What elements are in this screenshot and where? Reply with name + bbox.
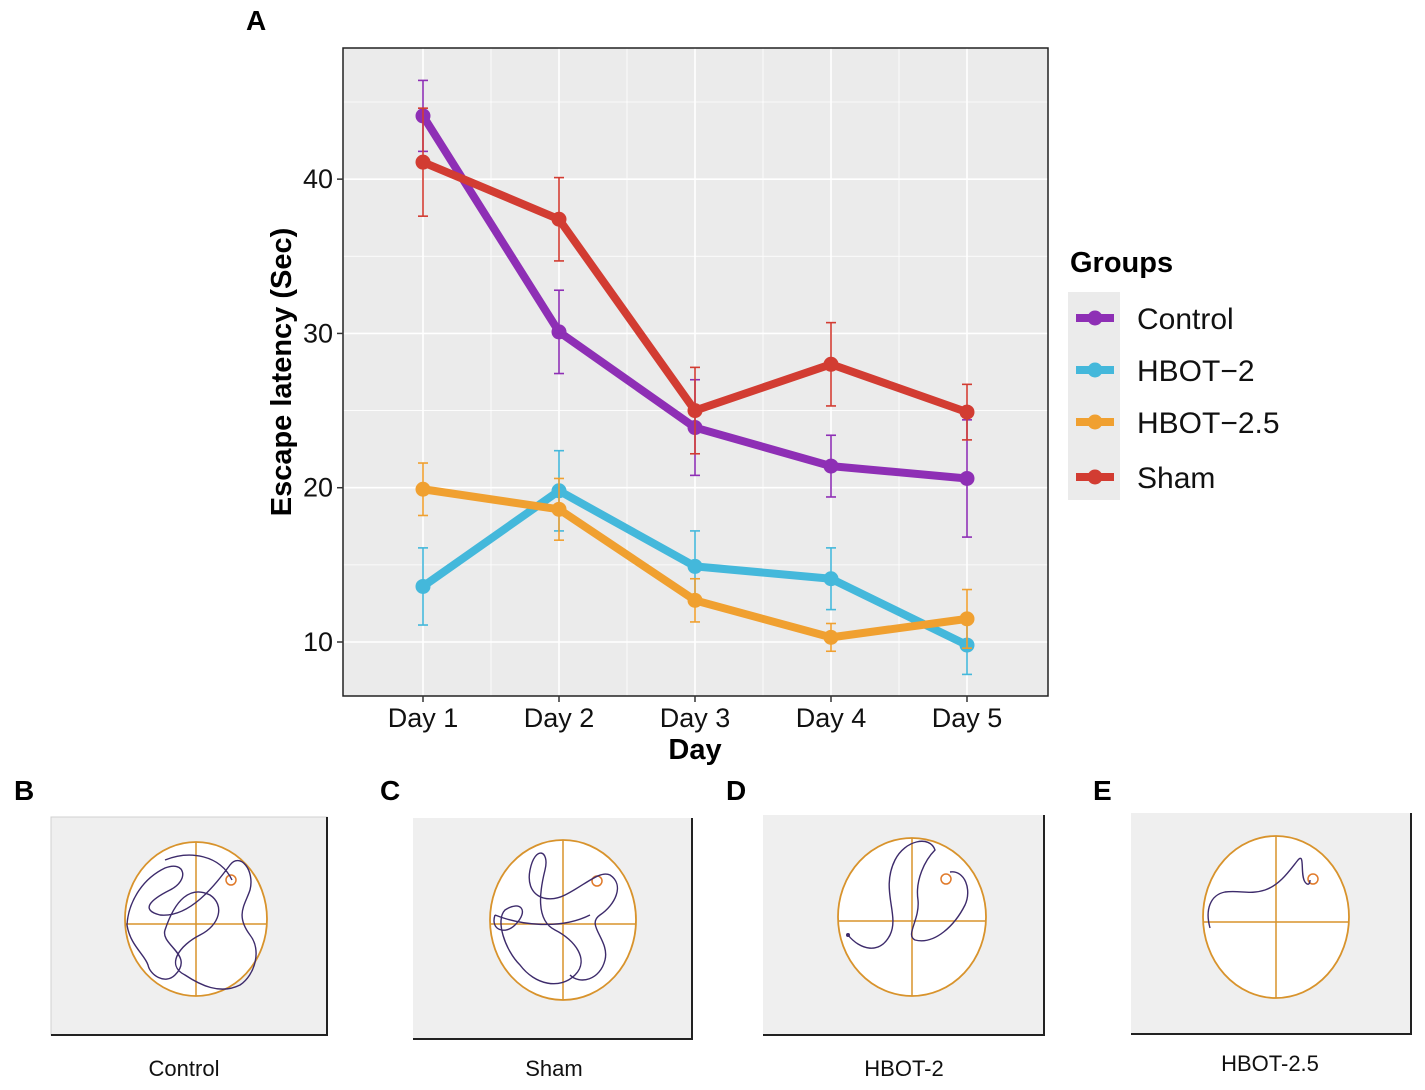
series-layer bbox=[415, 79, 975, 676]
legend-label: HBOT−2.5 bbox=[1137, 407, 1280, 440]
legend-items: Control HBOT−2 HBOT−2.5 Sham bbox=[1076, 303, 1280, 495]
data-point bbox=[415, 481, 431, 497]
legend-key-bg bbox=[1068, 292, 1120, 500]
panel-label-c: C bbox=[380, 775, 400, 806]
x-axis-title: Day bbox=[668, 734, 721, 766]
x-tick-label: Day 2 bbox=[524, 703, 595, 733]
legend-item-sham: Sham bbox=[1076, 462, 1215, 495]
data-point bbox=[551, 211, 567, 227]
data-point bbox=[415, 578, 431, 594]
panel-d: D HBOT-2 bbox=[726, 775, 1045, 1081]
chart-a: 10 20 30 40 Day 1 Day 2 Day 3 Day 4 Day 5 Day E… bbox=[266, 47, 1049, 766]
data-point bbox=[959, 611, 975, 627]
panel-label-d: D bbox=[726, 775, 746, 806]
panel-label-a: A bbox=[246, 5, 266, 36]
data-point bbox=[551, 324, 567, 340]
maze-d-frame-shadow bbox=[763, 815, 1045, 1036]
panel-e: E HBOT-2.5 bbox=[1093, 775, 1412, 1076]
y-axis-title: Escape latency (Sec) bbox=[266, 228, 298, 517]
legend: Groups Control HBOT−2 HBOT−2.5 Sham bbox=[1068, 247, 1280, 500]
panel-c: C Sham bbox=[380, 775, 693, 1081]
maze-c-frame-shadow bbox=[413, 818, 693, 1040]
x-tick-label: Day 3 bbox=[660, 703, 731, 733]
legend-item-hbot-2-5: HBOT−2.5 bbox=[1076, 407, 1280, 440]
data-point bbox=[959, 404, 975, 420]
data-point bbox=[823, 571, 839, 587]
caption-d: HBOT-2 bbox=[864, 1056, 943, 1081]
x-tick-label: Day 1 bbox=[388, 703, 459, 733]
panel-b: B Control bbox=[14, 775, 328, 1081]
maze-e-swim-path bbox=[1207, 857, 1311, 929]
y-tick-label: 40 bbox=[303, 164, 333, 194]
caption-c: Sham bbox=[525, 1056, 582, 1081]
y-tick-label: 10 bbox=[303, 627, 333, 657]
legend-label: HBOT−2 bbox=[1137, 355, 1255, 388]
x-tick-label: Day 5 bbox=[932, 703, 1003, 733]
maze-c-swim-path bbox=[493, 852, 619, 985]
legend-key-point bbox=[1087, 310, 1103, 326]
maze-b-frame-shadow bbox=[51, 817, 328, 1036]
data-point bbox=[959, 470, 975, 486]
maze-b-swim-path bbox=[126, 854, 257, 990]
y-axis: 10 20 30 40 bbox=[303, 164, 343, 657]
legend-key-point bbox=[1087, 414, 1103, 430]
maze-e-frame-shadow bbox=[1131, 813, 1412, 1035]
data-point bbox=[415, 154, 431, 170]
x-axis: Day 1 Day 2 Day 3 Day 4 Day 5 bbox=[388, 696, 1003, 733]
x-tick-label: Day 4 bbox=[796, 703, 867, 733]
maze-d-swim-path bbox=[847, 840, 969, 949]
legend-item-hbot-2: HBOT−2 bbox=[1076, 355, 1255, 388]
y-tick-label: 20 bbox=[303, 473, 333, 503]
legend-title: Groups bbox=[1070, 247, 1173, 279]
data-point bbox=[823, 458, 839, 474]
maze-d-start-point bbox=[846, 933, 850, 937]
maze-e-platform bbox=[1307, 873, 1319, 885]
maze-b-platform bbox=[225, 874, 237, 886]
maze-d-platform bbox=[940, 873, 952, 885]
data-point bbox=[687, 558, 703, 574]
data-point bbox=[551, 501, 567, 517]
data-point bbox=[687, 592, 703, 608]
series-sham bbox=[415, 107, 975, 455]
legend-item-control: Control bbox=[1076, 303, 1234, 336]
data-point bbox=[823, 356, 839, 372]
legend-key-point bbox=[1087, 469, 1103, 485]
y-tick-label: 30 bbox=[303, 318, 333, 348]
caption-e: HBOT-2.5 bbox=[1221, 1051, 1319, 1076]
caption-b: Control bbox=[149, 1056, 220, 1081]
data-point bbox=[687, 403, 703, 419]
legend-key-point bbox=[1087, 362, 1103, 378]
legend-label: Sham bbox=[1137, 462, 1215, 495]
data-point bbox=[823, 629, 839, 645]
panel-label-b: B bbox=[14, 775, 34, 806]
series-hbot-2-5 bbox=[415, 462, 975, 653]
panel-label-e: E bbox=[1093, 775, 1112, 806]
legend-label: Control bbox=[1137, 303, 1234, 336]
